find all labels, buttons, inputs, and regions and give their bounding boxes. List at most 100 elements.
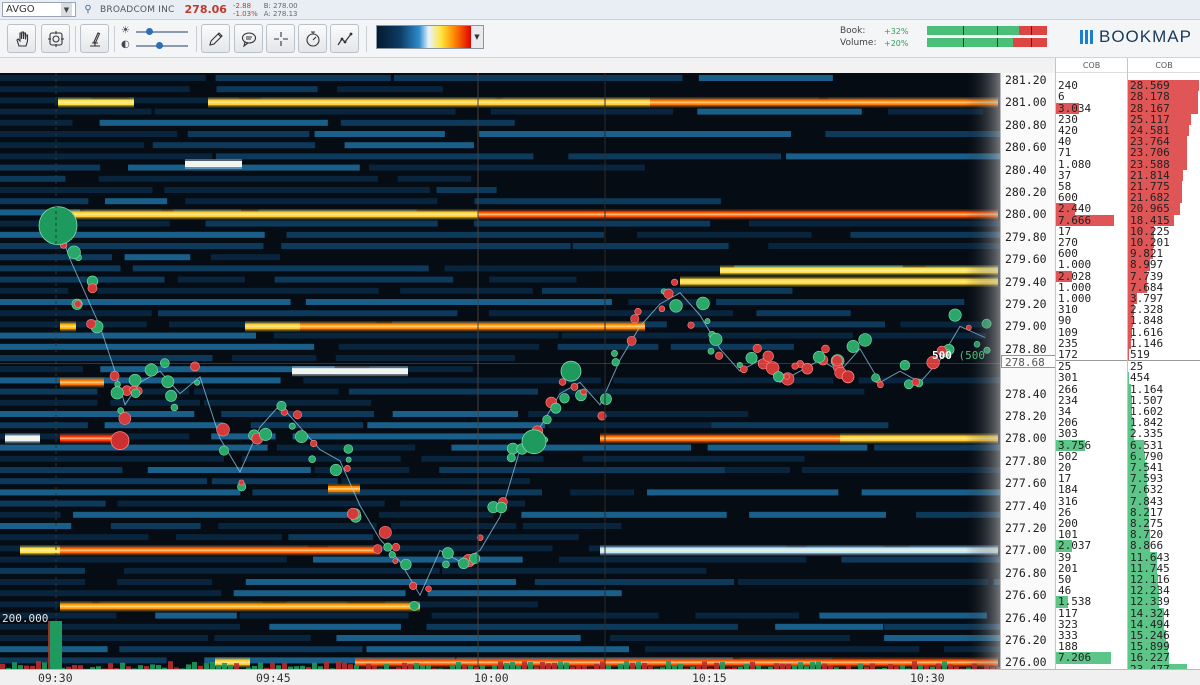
liquidity-band	[239, 612, 409, 619]
buy-trade-bubble	[707, 347, 715, 355]
liquidity-band	[152, 142, 316, 149]
book-label: Book:	[840, 26, 866, 36]
colormap-select[interactable]: ▼	[376, 25, 484, 49]
liquidity-band	[489, 276, 577, 283]
volume-bar	[678, 664, 683, 669]
cob-value: 235	[1058, 336, 1078, 350]
volume-bar	[696, 666, 701, 669]
cob-value: 28.178	[1130, 90, 1170, 104]
brand-name: BOOKMAP	[1099, 27, 1192, 46]
brightness-slider[interactable]	[136, 28, 188, 35]
price-label: 281.00	[1005, 95, 1047, 110]
pencil-button[interactable]	[201, 24, 230, 53]
sell-trade-bubble	[597, 411, 607, 421]
auto-center-button[interactable]	[41, 24, 70, 53]
price-label: 279.20	[1005, 297, 1047, 311]
volume-bar	[522, 661, 527, 669]
time-axis[interactable]: 09:30 09:45 10:00 10:15 10:30	[0, 669, 1055, 685]
liquidity-band	[0, 97, 92, 104]
liquidity-band	[305, 299, 612, 305]
cob-bar	[1128, 113, 1191, 126]
cob-bar	[1128, 529, 1150, 541]
trade-size-sub: (500	[958, 349, 986, 362]
volume-bar	[126, 666, 131, 669]
buy-trade-bubble	[458, 557, 470, 569]
large-sell-bubble	[841, 370, 855, 384]
volume-bar	[330, 668, 335, 669]
liquidity-band	[368, 164, 645, 171]
sell-trade-bubble	[877, 381, 884, 389]
liquidity-band	[431, 612, 659, 619]
time-axis-filler	[1055, 669, 1200, 685]
volume-bar	[456, 662, 461, 669]
liquidity-band	[367, 422, 546, 429]
volume-bar	[900, 665, 905, 669]
volume-bar	[348, 664, 353, 669]
volume-bar	[138, 665, 143, 669]
liquidity-band	[572, 243, 729, 249]
order-level-core	[20, 549, 60, 552]
volume-bar	[384, 664, 389, 669]
buy-trade-bubble	[161, 375, 175, 389]
cob-value: 303	[1058, 427, 1078, 441]
link-icon[interactable]: ⚲	[84, 4, 92, 15]
buy-trade-bubble	[550, 402, 562, 414]
liquidity-band	[274, 332, 559, 339]
crosshair-button[interactable]	[266, 24, 295, 53]
sell-trade-bubble	[762, 350, 774, 362]
chat-button[interactable]	[234, 24, 263, 53]
volume-bar	[558, 661, 563, 669]
indicators-button[interactable]	[330, 24, 359, 53]
buy-trade-bubble	[542, 415, 552, 425]
volume-bar	[882, 668, 887, 669]
sell-trade-bubble	[343, 465, 351, 472]
cob-value: 2.440	[1058, 202, 1092, 216]
cob-value: 7.684	[1130, 280, 1164, 294]
liquidity-band	[124, 254, 191, 261]
heatmap-chart[interactable]: 200.000 500 (500	[0, 73, 1000, 669]
contrast-slider[interactable]	[136, 42, 188, 49]
price-label: 279.00	[1005, 319, 1047, 334]
cob-value: 17	[1058, 224, 1072, 238]
price-label: 277.40	[1005, 498, 1047, 513]
liquidity-band	[185, 198, 438, 205]
liquidity-band	[801, 467, 1000, 473]
cob-column-right: COB 28.569 28.178 28.167 25.117 24.581 23.764…	[1127, 58, 1200, 669]
cob-value: 200	[1058, 517, 1078, 531]
volume-bar	[270, 662, 275, 669]
cob-value: 28.569	[1130, 79, 1170, 93]
price-axis[interactable]: 281.20 281.00 280.80 280.60 280.40 280.20 280.…	[1000, 73, 1056, 669]
brightness-icon: ☀	[121, 25, 130, 36]
price-label: 277.60	[1005, 476, 1047, 491]
volume-bar	[264, 667, 269, 669]
volume-bar	[714, 662, 719, 669]
symbol-select[interactable]: AVGO ▼	[2, 2, 76, 17]
volume-bar	[66, 666, 71, 669]
liquidity-band	[269, 623, 401, 630]
liquidity-band	[0, 422, 88, 429]
volume-bar	[636, 661, 641, 669]
cob-value: 519	[1130, 348, 1150, 362]
chevron-down-icon[interactable]: ▼	[471, 26, 483, 48]
microscope-button[interactable]	[80, 24, 109, 53]
liquidity-band	[439, 467, 726, 473]
cob-value: 39	[1058, 550, 1072, 564]
liquidity-band	[211, 433, 276, 440]
chevron-down-icon[interactable]: ▼	[61, 3, 72, 16]
price-label: 277.00	[1005, 543, 1047, 558]
liquidity-band	[158, 310, 458, 317]
volume-bar	[180, 668, 185, 669]
hand-tool-button[interactable]	[7, 24, 36, 53]
target-icon	[47, 30, 64, 47]
volume-bar	[912, 661, 917, 669]
volume-bar	[258, 662, 263, 669]
cob-bar	[1128, 102, 1199, 114]
liquidity-band	[100, 366, 335, 373]
buy-trade-bubble	[165, 390, 177, 402]
timer-button[interactable]	[298, 24, 327, 53]
cob-bar	[1128, 203, 1181, 215]
buy-trade-bubble	[442, 560, 450, 569]
logo-icon	[1080, 30, 1093, 44]
volume-bar	[336, 661, 341, 669]
liquidity-band	[444, 265, 721, 272]
